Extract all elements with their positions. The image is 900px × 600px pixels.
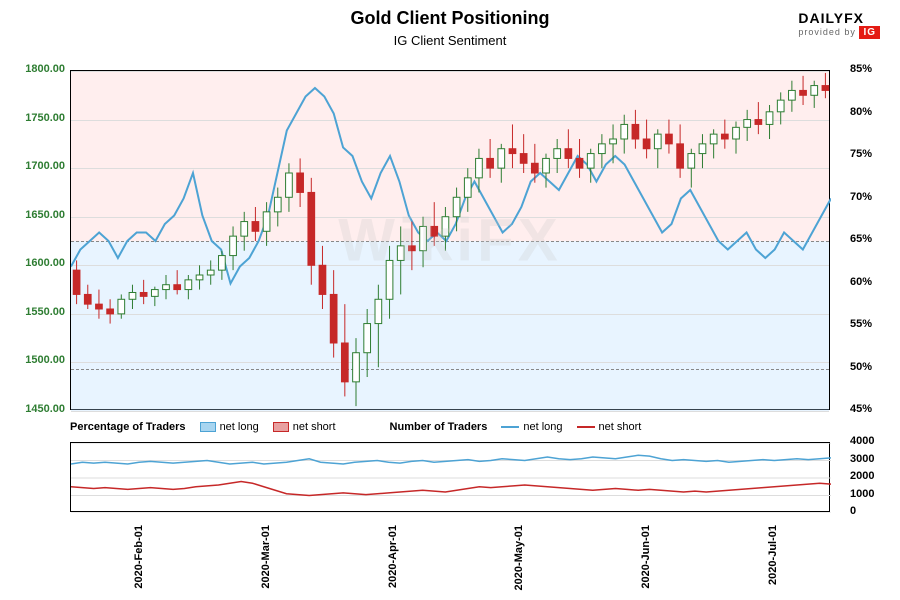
legend-netshort-num: net short (577, 421, 642, 433)
logo-provided: provided by IG (798, 26, 880, 39)
legend-netlong-pct: net long (200, 421, 259, 433)
legend-netlong-num: net long (501, 421, 562, 433)
chart-title: Gold Client Positioning (0, 0, 900, 33)
legend-pct-label: Percentage of Traders (70, 421, 186, 433)
sub-chart-svg (71, 443, 831, 513)
legend-bar: Percentage of Traders net long net short… (70, 415, 830, 439)
main-chart (70, 70, 830, 410)
swatch-long-box (200, 422, 216, 432)
logo-brand: DAILYFX (798, 10, 864, 26)
legend-netshort-pct: net short (273, 421, 336, 433)
main-chart-svg (71, 71, 831, 411)
sub-chart (70, 442, 830, 512)
swatch-long-line (501, 426, 519, 428)
legend-num-label: Number of Traders (390, 421, 488, 433)
x-axis: 2020-Feb-012020-Mar-012020-Apr-012020-Ma… (70, 520, 830, 590)
swatch-short-line (577, 426, 595, 428)
dailyfx-logo: DAILYFX provided by IG (798, 10, 880, 39)
logo-partner: IG (859, 26, 880, 39)
swatch-short-box (273, 422, 289, 432)
chart-subtitle: IG Client Sentiment (0, 33, 900, 52)
chart-container: Gold Client Positioning IG Client Sentim… (0, 0, 900, 600)
